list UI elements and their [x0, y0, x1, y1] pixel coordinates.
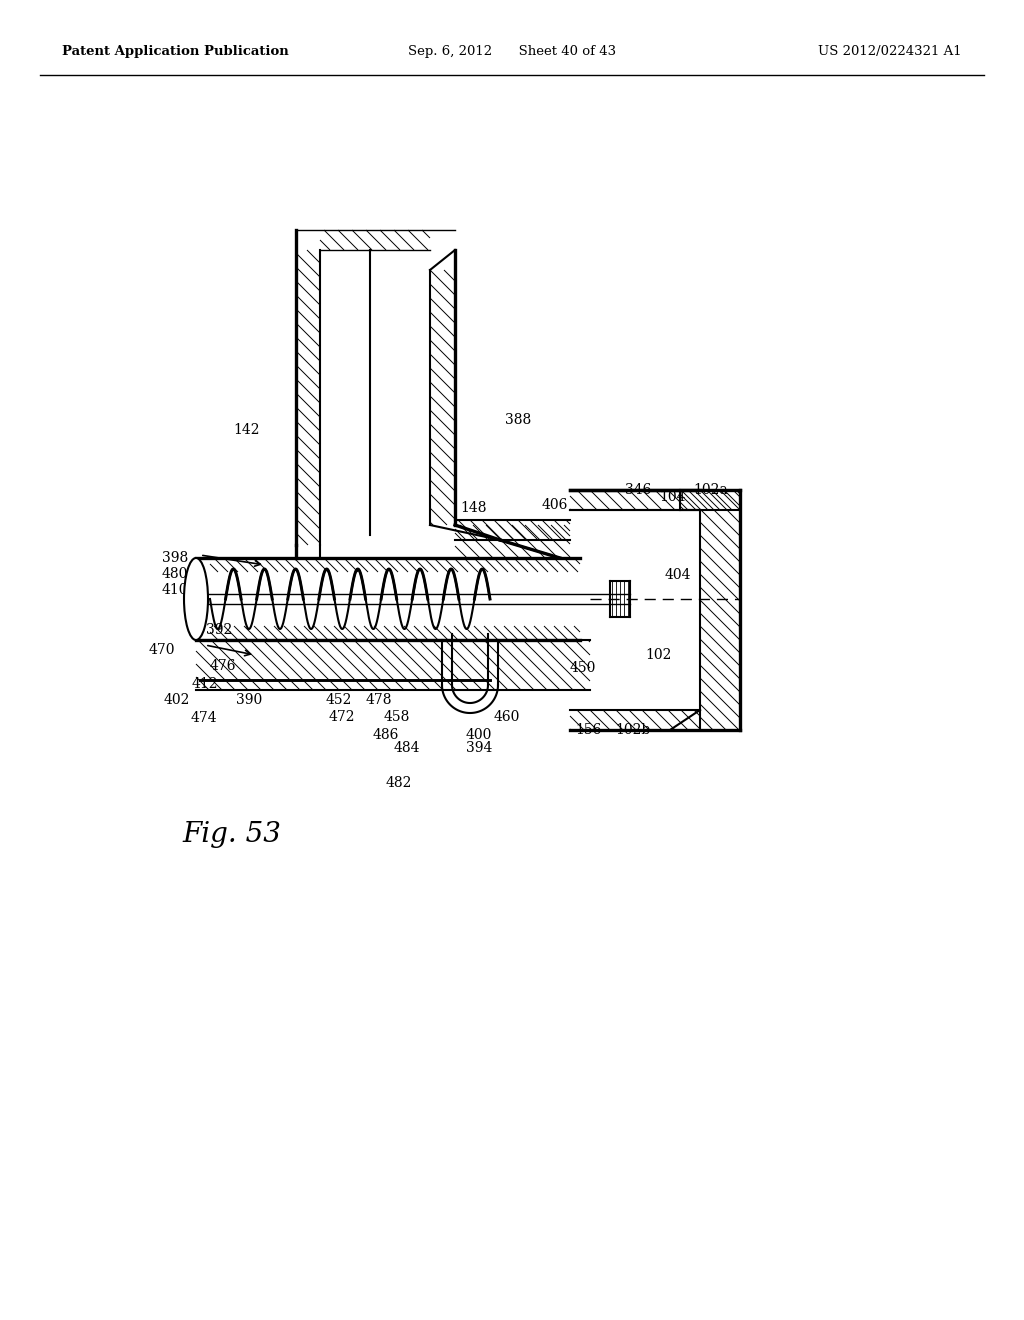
Text: 402: 402	[164, 693, 190, 708]
Text: 388: 388	[505, 413, 531, 426]
Text: 478: 478	[366, 693, 392, 708]
Text: 482: 482	[386, 776, 413, 789]
Text: 390: 390	[236, 693, 262, 708]
Text: 470: 470	[148, 643, 175, 657]
Text: 142: 142	[233, 422, 260, 437]
Text: 412: 412	[191, 677, 218, 690]
Text: 458: 458	[384, 710, 410, 723]
Text: 474: 474	[190, 711, 217, 725]
Text: 404: 404	[665, 568, 691, 582]
Text: US 2012/0224321 A1: US 2012/0224321 A1	[818, 45, 962, 58]
Text: 392: 392	[206, 623, 232, 638]
Text: 102: 102	[645, 648, 672, 663]
Text: 480: 480	[162, 568, 188, 581]
Text: 472: 472	[329, 710, 355, 723]
Text: 102a: 102a	[693, 483, 728, 498]
Text: 410: 410	[162, 583, 188, 597]
Text: 156: 156	[575, 723, 601, 737]
Ellipse shape	[184, 558, 208, 640]
Text: 346: 346	[625, 483, 651, 498]
Text: 398: 398	[162, 550, 188, 565]
Text: Sep. 6, 2012  Sheet 40 of 43: Sep. 6, 2012 Sheet 40 of 43	[408, 45, 616, 58]
Text: 484: 484	[393, 741, 420, 755]
Text: 486: 486	[373, 729, 399, 742]
Text: 102b: 102b	[615, 723, 650, 737]
Text: 476: 476	[210, 659, 236, 673]
Text: 394: 394	[466, 741, 493, 755]
Text: Patent Application Publication: Patent Application Publication	[62, 45, 289, 58]
Text: 148: 148	[461, 502, 487, 515]
Text: 452: 452	[326, 693, 352, 708]
Text: 460: 460	[494, 710, 520, 723]
Text: 406: 406	[542, 498, 568, 512]
Text: 450: 450	[570, 661, 596, 675]
Text: Fig. 53: Fig. 53	[182, 821, 281, 849]
Text: 400: 400	[466, 729, 493, 742]
Text: 104: 104	[659, 490, 685, 504]
